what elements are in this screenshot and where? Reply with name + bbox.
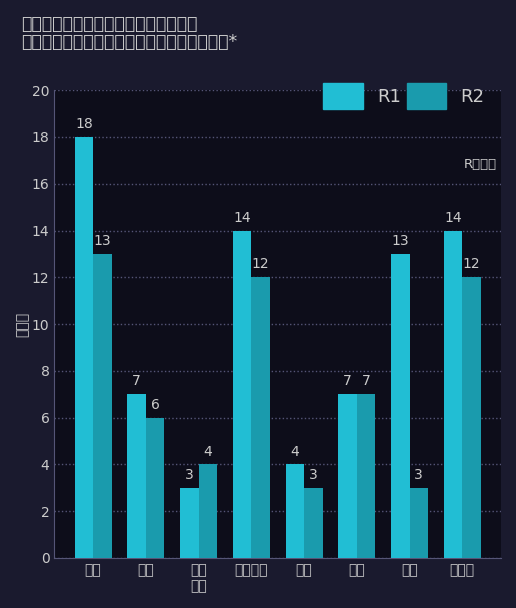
- Legend: R1, R2: R1, R2: [316, 76, 492, 116]
- Text: 4: 4: [203, 444, 212, 458]
- Text: 3: 3: [185, 468, 194, 482]
- Text: 12: 12: [463, 257, 480, 271]
- Bar: [444, 230, 462, 558]
- Y-axis label: （件）: （件）: [15, 311, 29, 337]
- Text: 7: 7: [132, 375, 141, 389]
- Bar: [199, 465, 217, 558]
- Text: 7: 7: [362, 375, 370, 389]
- Text: R＝令和: R＝令和: [463, 158, 496, 171]
- Bar: [357, 394, 375, 558]
- Bar: [304, 488, 322, 558]
- Bar: [75, 137, 93, 558]
- Text: 3: 3: [414, 468, 423, 482]
- Text: 4: 4: [291, 444, 299, 458]
- Text: 6: 6: [151, 398, 159, 412]
- Bar: [93, 254, 111, 558]
- Bar: [410, 488, 428, 558]
- Text: 12: 12: [252, 257, 269, 271]
- Text: 18: 18: [75, 117, 93, 131]
- Bar: [251, 277, 270, 558]
- Bar: [127, 394, 146, 558]
- Text: 7: 7: [343, 375, 352, 389]
- Text: 14: 14: [233, 210, 251, 225]
- Bar: [180, 488, 199, 558]
- Bar: [391, 254, 410, 558]
- Text: 車両相互事故における二輪車運転者の: 車両相互事故における二輪車運転者の: [21, 15, 197, 33]
- Text: 13: 13: [392, 234, 409, 248]
- Bar: [338, 394, 357, 558]
- Text: 通行目的別死亡事故件数比較【各年上半期】*: 通行目的別死亡事故件数比較【各年上半期】*: [21, 33, 237, 52]
- Bar: [462, 277, 481, 558]
- Text: 14: 14: [444, 210, 462, 225]
- Text: 3: 3: [309, 468, 318, 482]
- Bar: [146, 418, 164, 558]
- Text: 13: 13: [93, 234, 111, 248]
- Bar: [285, 465, 304, 558]
- Bar: [233, 230, 251, 558]
